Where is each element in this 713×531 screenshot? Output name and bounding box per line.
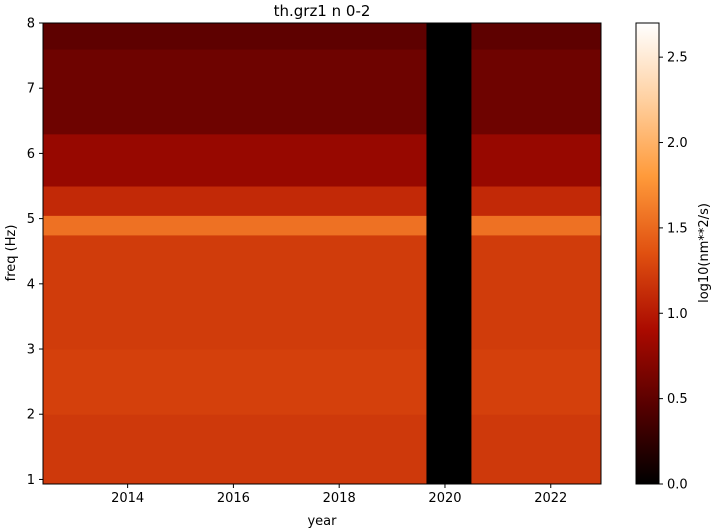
freq-band-0 xyxy=(43,414,601,484)
y-tick-label: 4 xyxy=(27,277,35,292)
freq-band-5 xyxy=(43,133,601,187)
y-tick-label: 3 xyxy=(27,343,35,358)
freq-band-1 xyxy=(43,349,601,415)
freq-band-4 xyxy=(43,186,601,216)
plot-frame xyxy=(42,22,602,485)
y-tick-label: 2 xyxy=(27,408,35,423)
y-axis-label: freq (Hz) xyxy=(4,225,19,282)
freq-band-6 xyxy=(43,49,601,135)
y-tick-label: 5 xyxy=(27,212,35,227)
colorbar-axis: 0.0 0.5 1.0 1.5 2.0 2.5 xyxy=(659,51,688,493)
colorbar-tick-label: 2.0 xyxy=(667,136,688,151)
freq-band-7 xyxy=(43,23,601,50)
freq-band-2 xyxy=(43,234,601,350)
y-tick-label: 7 xyxy=(27,82,35,97)
x-tick-label: 2020 xyxy=(428,491,461,506)
colorbar-tick-label: 0.5 xyxy=(667,392,688,407)
colorbar-tick-label: 1.5 xyxy=(667,221,688,236)
y-axis: 1 2 3 4 5 6 7 8 xyxy=(27,17,43,488)
data-gap xyxy=(426,23,472,484)
x-axis-label: year xyxy=(307,514,337,529)
x-tick-label: 2014 xyxy=(111,491,144,506)
colorbar xyxy=(635,22,660,485)
colorbar-tick-label: 2.5 xyxy=(667,51,688,66)
x-tick-label: 2022 xyxy=(534,491,567,506)
colorbar-label: log10(nm**2/s) xyxy=(697,203,712,303)
colorbar-tick-label: 0.0 xyxy=(667,478,688,493)
x-axis: 2014 2016 2018 2020 2022 xyxy=(111,484,567,506)
y-tick-label: 8 xyxy=(27,17,35,32)
y-tick-label: 6 xyxy=(27,147,35,162)
y-tick-label: 1 xyxy=(27,473,35,488)
x-tick-label: 2018 xyxy=(323,491,356,506)
colorbar-tick-label: 1.0 xyxy=(667,307,688,322)
freq-band-3 xyxy=(43,215,601,236)
heatmap-area xyxy=(43,23,601,484)
chart-title: th.grz1 n 0-2 xyxy=(274,2,371,20)
x-tick-label: 2016 xyxy=(217,491,250,506)
